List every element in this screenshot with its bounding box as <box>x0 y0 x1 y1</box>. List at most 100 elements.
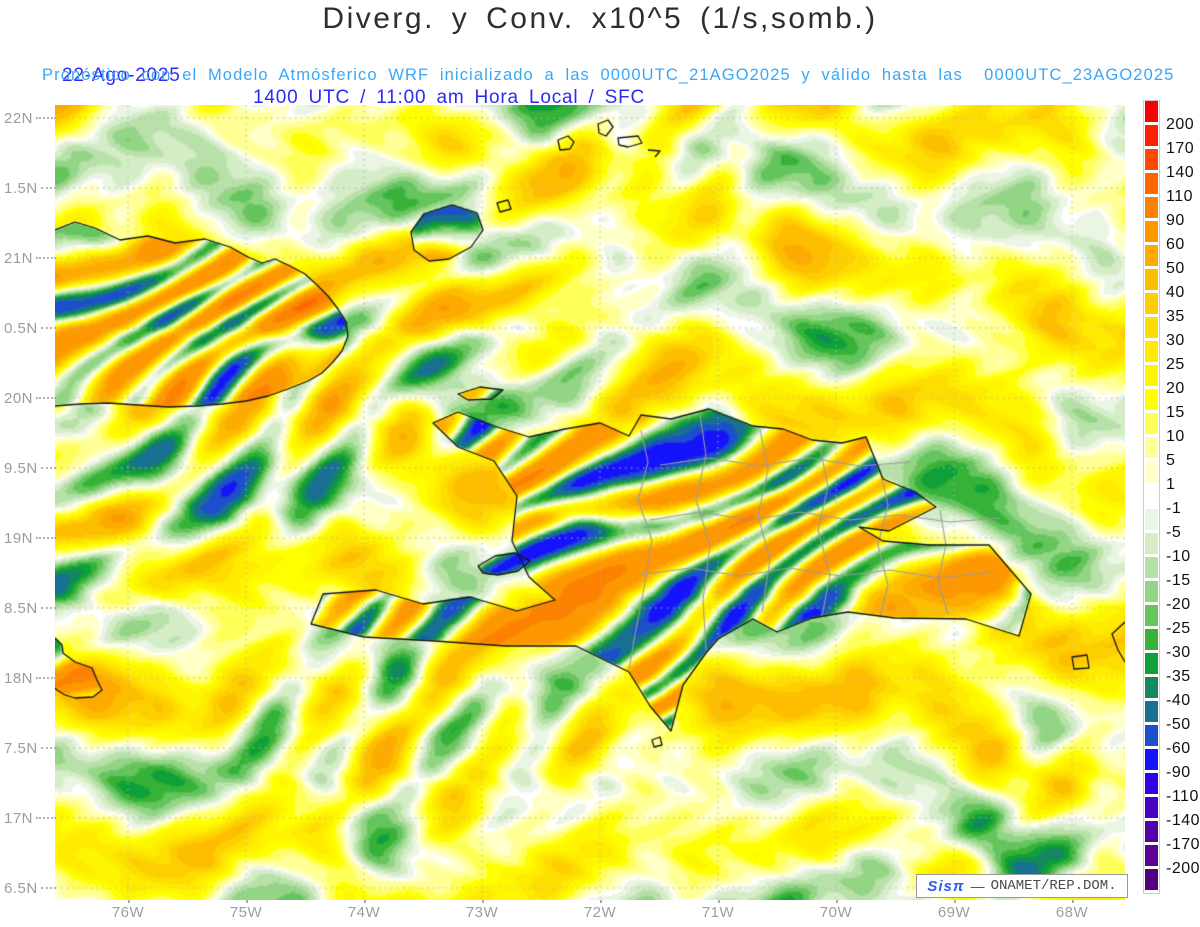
colorbar-segment <box>1145 149 1158 173</box>
colorbar-tick-label: 5 <box>1166 452 1176 469</box>
colorbar-tick-label: -40 <box>1166 692 1191 709</box>
datetime-line: 22-Ago-2025 1400 UTC / 11:00 am Hora Loc… <box>0 43 1200 108</box>
colorbar-tick-label: 20 <box>1166 380 1185 397</box>
colorbar-segment <box>1145 413 1158 437</box>
lon-tick-mark <box>482 900 484 903</box>
colorbar-segment <box>1145 269 1158 293</box>
lat-tick-label: 6.5N <box>4 879 38 897</box>
colorbar-segment <box>1145 653 1158 677</box>
lon-tick-mark <box>718 900 720 903</box>
lat-tick: 1.5N <box>4 179 56 197</box>
watermark-dash: — <box>970 878 985 894</box>
colorbar-segment <box>1145 197 1158 221</box>
colorbar-tick-label: 15 <box>1166 404 1185 421</box>
grid-leader-dots <box>36 817 56 819</box>
forecast-subtitle: Pronóstico con el Modelo Atmósferico WRF… <box>42 66 1175 84</box>
lon-tick-label: 74W <box>347 904 381 921</box>
watermark-org-text: ONAMET/REP.DOM. <box>990 878 1117 894</box>
colorbar-tick-label: 35 <box>1166 308 1185 325</box>
valid-date: 22-Ago-2025 <box>62 65 181 86</box>
colorbar-tick-label: -140 <box>1166 812 1200 829</box>
valid-time: 1400 UTC / 11:00 am Hora Local / SFC <box>253 87 646 108</box>
colorbar-segment <box>1145 437 1158 461</box>
colorbar-segment <box>1145 869 1158 893</box>
colorbar-tick-label: 110 <box>1166 188 1194 205</box>
lon-tick-label: 71W <box>701 904 735 921</box>
colorbar-segment <box>1145 317 1158 341</box>
lat-tick-label: 0.5N <box>4 319 38 337</box>
divergence-convergence-field-map <box>55 105 1125 900</box>
lat-tick-label: 19N <box>4 529 34 547</box>
colorbar-segment <box>1145 557 1158 581</box>
colorbar-tick-label: -30 <box>1166 644 1191 661</box>
colorbar-segment <box>1145 485 1158 509</box>
colorbar-tick-label: 1 <box>1166 476 1176 493</box>
colorbar-tick-label: -25 <box>1166 620 1191 637</box>
lon-tick-label: 68W <box>1055 904 1089 921</box>
colorbar-tick-label: -20 <box>1166 596 1191 613</box>
lon-tick-label: 73W <box>465 904 499 921</box>
colorbar-tick-label: -1 <box>1166 500 1182 517</box>
lon-tick-label: 76W <box>111 904 145 921</box>
colorbar-tick-label: -170 <box>1166 836 1200 853</box>
colorbar-segment <box>1145 797 1158 821</box>
grid-leader-dots <box>40 467 56 469</box>
colorbar-tick-label: 25 <box>1166 356 1185 373</box>
lat-tick-label: 20N <box>4 389 34 407</box>
lat-tick-label: 1.5N <box>4 179 38 197</box>
colorbar-segment <box>1145 725 1158 749</box>
colorbar-tick-label: -110 <box>1166 788 1199 805</box>
colorbar-tick-label: 170 <box>1166 140 1195 157</box>
colorbar-segment <box>1145 221 1158 245</box>
colorbar-tick-label: 10 <box>1166 428 1185 445</box>
grid-leader-dots <box>40 327 56 329</box>
colorbar-segment <box>1145 845 1158 869</box>
colorbar-segment <box>1145 293 1158 317</box>
colorbar-segment <box>1145 509 1158 533</box>
colorbar-segment <box>1145 341 1158 365</box>
grid-leader-dots <box>36 117 56 119</box>
colorbar-tick-label: -50 <box>1166 716 1191 733</box>
lat-tick-label: 21N <box>4 249 34 267</box>
colorbar-segment <box>1145 461 1158 485</box>
colorbar-tick-label: -15 <box>1166 572 1191 589</box>
colorbar-tick-label: 40 <box>1166 284 1185 301</box>
colorbar-segment <box>1145 701 1158 725</box>
lat-tick: 0.5N <box>4 319 56 337</box>
colorbar-segment <box>1145 605 1158 629</box>
grid-leader-dots <box>40 187 56 189</box>
lat-tick: 18N <box>4 669 56 687</box>
lat-tick: 19N <box>4 529 56 547</box>
lat-tick: 17N <box>4 809 56 827</box>
lon-tick-label: 72W <box>583 904 617 921</box>
colorbar-tick-label: -10 <box>1166 548 1191 565</box>
lon-tick-mark <box>836 900 838 903</box>
grid-leader-dots <box>36 397 56 399</box>
grid-leader-dots <box>40 607 56 609</box>
colorbar-tick-label: 200 <box>1166 116 1195 133</box>
grid-leader-dots <box>40 887 56 889</box>
colorbar-tick-label: 90 <box>1166 212 1185 229</box>
lat-tick: 21N <box>4 249 56 267</box>
lat-tick: 20N <box>4 389 56 407</box>
lon-tick-mark <box>128 900 130 903</box>
lon-tick-mark <box>364 900 366 903</box>
lat-tick-label: 8.5N <box>4 599 38 617</box>
lon-tick-mark <box>246 900 248 903</box>
lat-tick-label: 9.5N <box>4 459 38 477</box>
lon-tick-label: 69W <box>937 904 971 921</box>
lat-tick-label: 17N <box>4 809 34 827</box>
lon-tick-label: 75W <box>229 904 263 921</box>
colorbar-tick-label: 30 <box>1166 332 1185 349</box>
grid-leader-dots <box>36 257 56 259</box>
lat-tick-label: 18N <box>4 669 34 687</box>
grid-leader-dots <box>36 677 56 679</box>
colorbar-tick-label: -5 <box>1166 524 1182 541</box>
lat-tick: 6.5N <box>4 879 56 897</box>
colorbar-tick-label: -90 <box>1166 764 1191 781</box>
lat-tick-label: 22N <box>4 109 34 127</box>
sistt-logo-text: Sisπ <box>927 877 965 895</box>
colorbar-segment <box>1145 365 1158 389</box>
colorbar-segment <box>1145 533 1158 557</box>
grid-leader-dots <box>36 537 56 539</box>
